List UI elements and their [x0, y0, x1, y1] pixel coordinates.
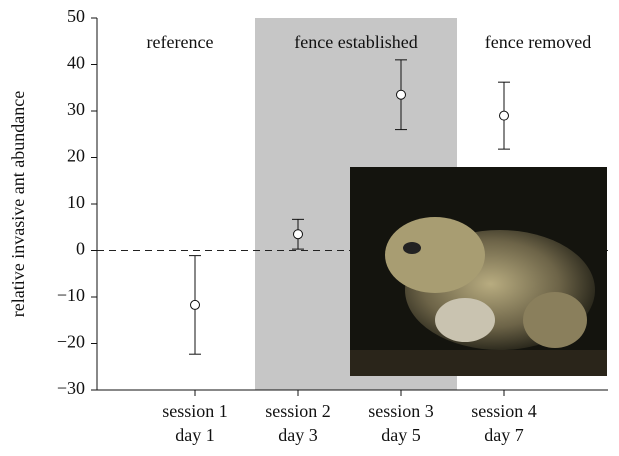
point	[191, 300, 200, 309]
photo	[350, 167, 607, 376]
toad-hind-leg	[523, 292, 587, 348]
x-tick-label: session 2	[265, 401, 331, 421]
x-tick-label: day 5	[381, 425, 421, 445]
y-tick-label: −30	[57, 378, 85, 398]
y-tick-label: 40	[67, 53, 85, 73]
period-label: fence established	[294, 32, 417, 52]
x-tick-label: day 1	[175, 425, 215, 445]
x-tick-label: day 3	[278, 425, 318, 445]
y-axis-label: relative invasive ant abundance	[8, 91, 28, 317]
toad-eye	[403, 242, 421, 254]
period-label: fence removed	[485, 32, 591, 52]
period-label: reference	[147, 32, 214, 52]
y-tick-label: −20	[57, 332, 85, 352]
y-tick-label: 50	[67, 6, 85, 26]
chart: referencefence establishedfence removed …	[0, 0, 619, 456]
point	[500, 111, 509, 120]
y-tick-label: 20	[67, 146, 85, 166]
x-tick-label: day 7	[484, 425, 524, 445]
x-tick-label: session 3	[368, 401, 434, 421]
point	[294, 230, 303, 239]
y-tick-label: 0	[76, 239, 85, 259]
toad-leg	[435, 298, 495, 342]
y-tick-label: 10	[67, 192, 85, 212]
y-tick-label: 30	[67, 99, 85, 119]
point	[397, 90, 406, 99]
x-tick-label: session 4	[471, 401, 537, 421]
y-tick-label: −10	[57, 285, 85, 305]
toad-head	[385, 217, 485, 293]
x-tick-label: session 1	[162, 401, 228, 421]
ground	[350, 350, 607, 376]
